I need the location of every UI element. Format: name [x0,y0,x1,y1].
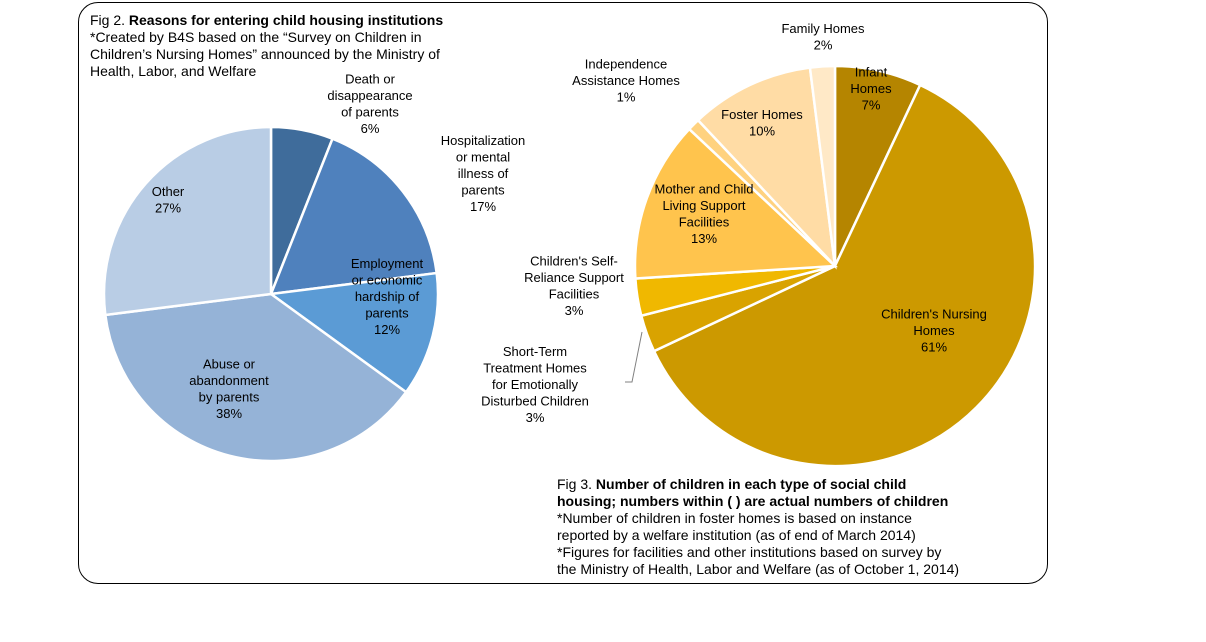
slice-abuse-or-abandonment-by-parents [103,292,408,463]
pie-chart-2: Death or disappearance of parents 6% Hospita… [102,71,526,463]
fig3-note-3: *Figures for facilities and other instit… [557,544,942,560]
fig3-note-1: *Number of children in foster homes is b… [557,510,912,526]
fig3-note-2: reported by a welfare institution (as of… [557,527,916,543]
pie-chart-3: Infant Homes 7% Children's Nursing Homes 61% S… [481,21,1037,468]
label-family-homes: Family Homes 2% [781,21,865,53]
slice-family-homes [808,64,837,267]
label-foster-homes: Foster Homes 10% [721,107,803,139]
label-employment-or-economic-hardship-of-parents: Employment or economic hardship of parents 1… [351,256,424,337]
slice-children-s-nursing-homes [652,83,1037,468]
slice-hospitalization-or-mental-illness-of-parents [269,137,439,296]
label-other: Other 27% [152,184,185,216]
slice-other [102,125,273,317]
label-infant-homes: Infant Homes 7% [850,65,892,113]
fig3-title-1: Number of children in each type of socia… [595,476,907,492]
slice-employment-or-economic-hardship-of-parents [267,271,440,394]
label-children-s-nursing-homes: Children's Nursing Homes 61% [881,307,987,355]
label-hospitalization-or-mental-illness-of-parents: Hospitalization or mental illness of parent… [441,133,526,214]
label-independence-assistance-homes: Independence Assistance Homes 1% [572,57,680,105]
slice-mother-and-child-living-support-facilities [633,127,838,280]
label-abuse-or-abandonment-by-parents: Abuse or abandonment by parents 38% [189,356,269,421]
fig3-caption: Fig 3. Number of children in each type o… [557,476,959,578]
label-death-or-disappearance-of-parents: Death or disappearance of parents 6% [327,71,412,136]
fig2-note-3: Health, Labor, and Welfare [90,63,257,79]
fig3-note-4: the Ministry of Health, Labor and Welfar… [557,561,960,577]
label-short-term-treatment-homes-for-emotionally-disturbed-children: Short-Term Treatment Homes for Emotionally… [481,344,589,425]
fig2-title: Reasons for entering child housing insti… [128,12,444,28]
label-mother-and-child-living-support-facilities: Mother and Child Living Support Facilities… [655,181,754,246]
label-children-s-self-reliance-support-facilities: Children's Self-Reliance Support Faciliti… [524,253,624,318]
fig3-title-2: housing; numbers within ( ) are actual n… [557,493,949,509]
fig2-note-2: Children’s Nursing Homes” announced by t… [90,46,440,62]
figure-frame [78,2,1048,584]
fig2-caption: Fig 2. Reasons for entering child housin… [90,12,443,80]
fig2-prefix: Fig 2. [90,12,126,28]
fig3-prefix: Fig 3. [557,476,593,492]
leader-line-short-term-treatment-homes-for-emotionally-disturbed-children [625,331,643,383]
slice-foster-homes [696,66,837,270]
fig2-note-1: *Created by B4S based on the “Survey on … [90,29,422,45]
